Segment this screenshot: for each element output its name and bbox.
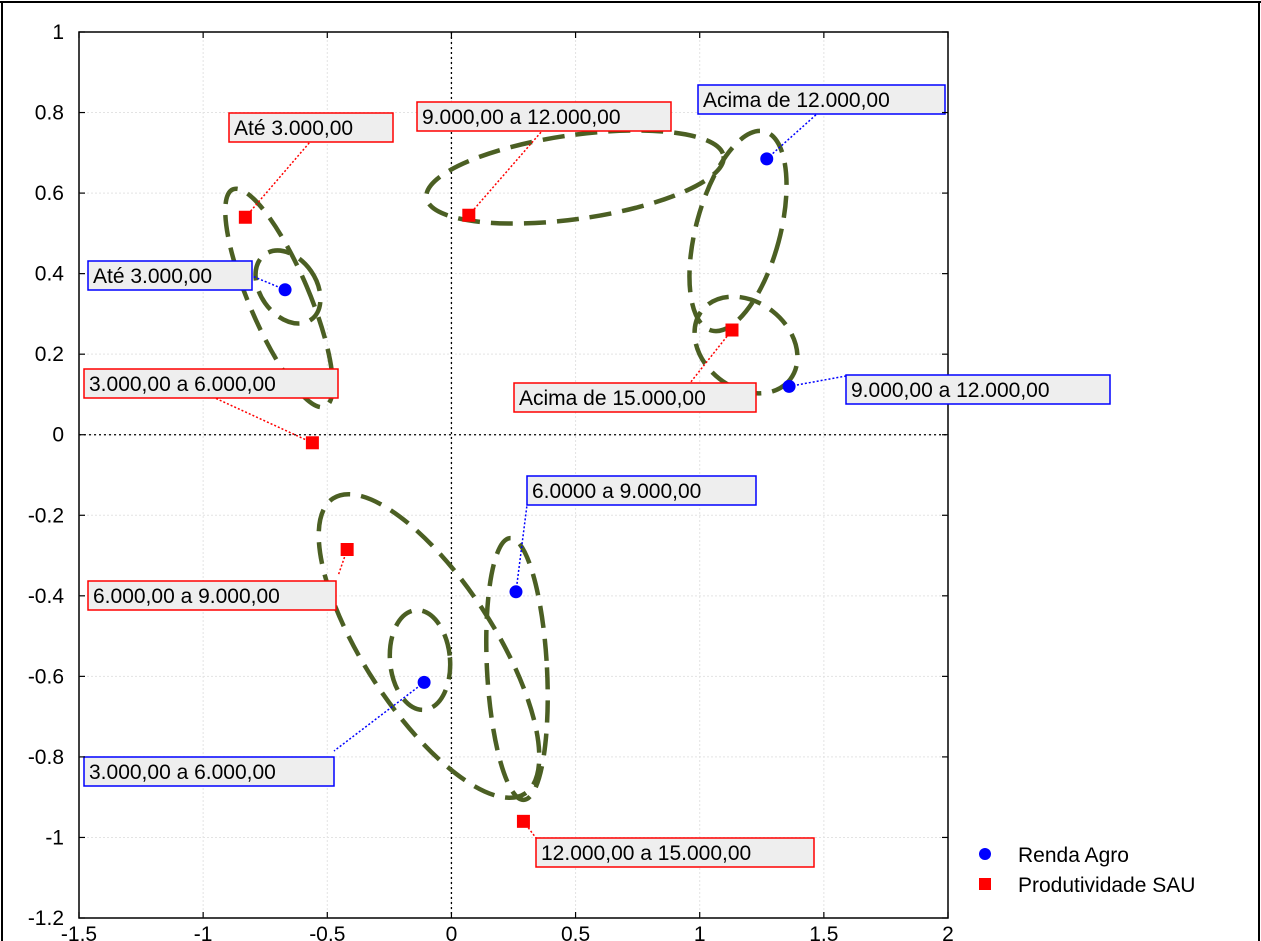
x-axis-ticks: -1.5 -1 -0.5 0 0.5 1 1.5 2: [61, 32, 954, 941]
leader-line: [788, 375, 847, 388]
leader-line: [522, 820, 537, 839]
group-ellipse: [687, 128, 789, 334]
x-tick-label: 0.5: [561, 923, 590, 941]
label-text: 6.0000 a 9.000,00: [532, 480, 701, 503]
y-tick-label: -0.6: [28, 665, 64, 688]
group-ellipse: [316, 491, 542, 801]
leader-line: [689, 329, 733, 384]
label-text: 12.000,00 a 15.000,00: [541, 842, 751, 865]
y-tick-label: 0.8: [35, 102, 64, 125]
label-text: 3.000,00 a 6.000,00: [89, 761, 276, 784]
renda-agro-point: [278, 283, 292, 297]
y-tick-label: -1.2: [28, 907, 64, 930]
legend-marker-produtividade-sau: [979, 878, 991, 890]
legend-marker-renda-agro: [979, 848, 991, 860]
label-box: [87, 580, 337, 611]
y-tick-label: -0.8: [28, 746, 64, 769]
produtividade-sau-point-label: 6.000,00 a 9.000,00: [87, 580, 337, 611]
y-tick-label: -0.4: [28, 585, 65, 608]
label-text: Acima de 12.000,00: [703, 89, 890, 112]
x-tick-label: 1: [694, 923, 706, 941]
label-box: [83, 368, 339, 399]
x-tick-label: -0.5: [309, 923, 345, 941]
renda-agro-point: [417, 675, 431, 689]
label-text: Acima de 15.000,00: [519, 387, 706, 410]
renda-agro-point: [509, 585, 523, 599]
x-tick-label: 0: [446, 923, 458, 941]
data-points: [238, 152, 796, 828]
label-text: 3.000,00 a 6.000,00: [89, 373, 276, 396]
produtividade-sau-point: [725, 323, 739, 337]
label-box: [416, 101, 672, 132]
label-text: Até 3.000,00: [234, 117, 353, 140]
label-text: Até 3.000,00: [93, 265, 212, 288]
renda-agro-point-label: 6.0000 a 9.000,00: [526, 475, 757, 506]
renda-agro-point: [760, 152, 774, 166]
renda-agro-point: [782, 379, 796, 393]
point-labels: Até 3.000,00 3.000,00 a 6.000,00 6.0000 a …: [83, 84, 1111, 868]
group-ellipse: [253, 248, 323, 326]
leader-line: [468, 130, 543, 216]
legend: Renda Agro Produtividade SAU: [979, 844, 1195, 897]
y-axis-ticks: 1 0.8 0.6 0.4 0.2 0 -0.2 -0.4 -0.6 -0.8 -1 -1.2: [28, 21, 948, 930]
label-text: 9.000,00 a 12.000,00: [422, 106, 621, 129]
renda-agro-point-label: 9.000,00 a 12.000,00: [845, 374, 1111, 405]
y-tick-label: 0.6: [35, 182, 64, 205]
label-box: [87, 260, 253, 291]
leader-line: [333, 681, 425, 752]
produtividade-sau-point: [238, 210, 252, 224]
x-tick-label: -1.5: [61, 923, 97, 941]
produtividade-sau-point: [305, 436, 319, 450]
label-box: [845, 374, 1111, 405]
x-tick-label: -1: [194, 923, 213, 941]
produtividade-sau-point: [516, 814, 530, 828]
x-tick-label: 2: [942, 923, 954, 941]
label-text: 6.000,00 a 9.000,00: [93, 585, 280, 608]
produtividade-sau-point: [462, 208, 476, 222]
y-tick-label: -1: [45, 826, 64, 849]
leader-line: [214, 397, 313, 444]
y-tick-label: 0.2: [35, 343, 64, 366]
label-text: 9.000,00 a 12.000,00: [851, 379, 1050, 402]
leader-line: [244, 141, 311, 218]
x-tick-label: 1.5: [809, 923, 838, 941]
group-ellipse: [692, 294, 800, 396]
produtividade-sau-point-label: 9.000,00 a 12.000,00: [416, 101, 672, 132]
label-box: [83, 756, 335, 787]
renda-agro-point-label: Acima de 12.000,00: [697, 84, 946, 115]
label-box: [535, 837, 815, 868]
label-box: [228, 112, 394, 143]
y-tick-label: 1: [52, 21, 64, 44]
label-box: [513, 382, 757, 413]
renda-agro-point-label: 3.000,00 a 6.000,00: [83, 756, 335, 787]
renda-agro-point-label: Até 3.000,00: [87, 260, 253, 291]
label-box: [697, 84, 946, 115]
produtividade-sau-point-label: Até 3.000,00: [228, 112, 394, 143]
leader-line: [766, 112, 819, 160]
legend-label-produtividade-sau: Produtividade SAU: [1018, 874, 1195, 897]
group-ellipse: [387, 607, 453, 713]
produtividade-sau-point-label: 12.000,00 a 15.000,00: [535, 837, 815, 868]
produtividade-sau-point-label: Acima de 15.000,00: [513, 382, 757, 413]
y-tick-label: 0: [52, 424, 64, 447]
produtividade-sau-point-label: 3.000,00 a 6.000,00: [83, 368, 339, 399]
group-ellipse: [484, 535, 550, 803]
produtividade-sau-point: [340, 543, 354, 557]
label-box: [526, 475, 757, 506]
legend-label-renda-agro: Renda Agro: [1018, 844, 1129, 867]
y-tick-label: -0.2: [28, 504, 64, 527]
leader-line: [515, 504, 528, 592]
group-ellipse: [223, 186, 335, 410]
y-tick-label: 0.4: [35, 263, 65, 286]
group-ellipses: [223, 128, 800, 803]
